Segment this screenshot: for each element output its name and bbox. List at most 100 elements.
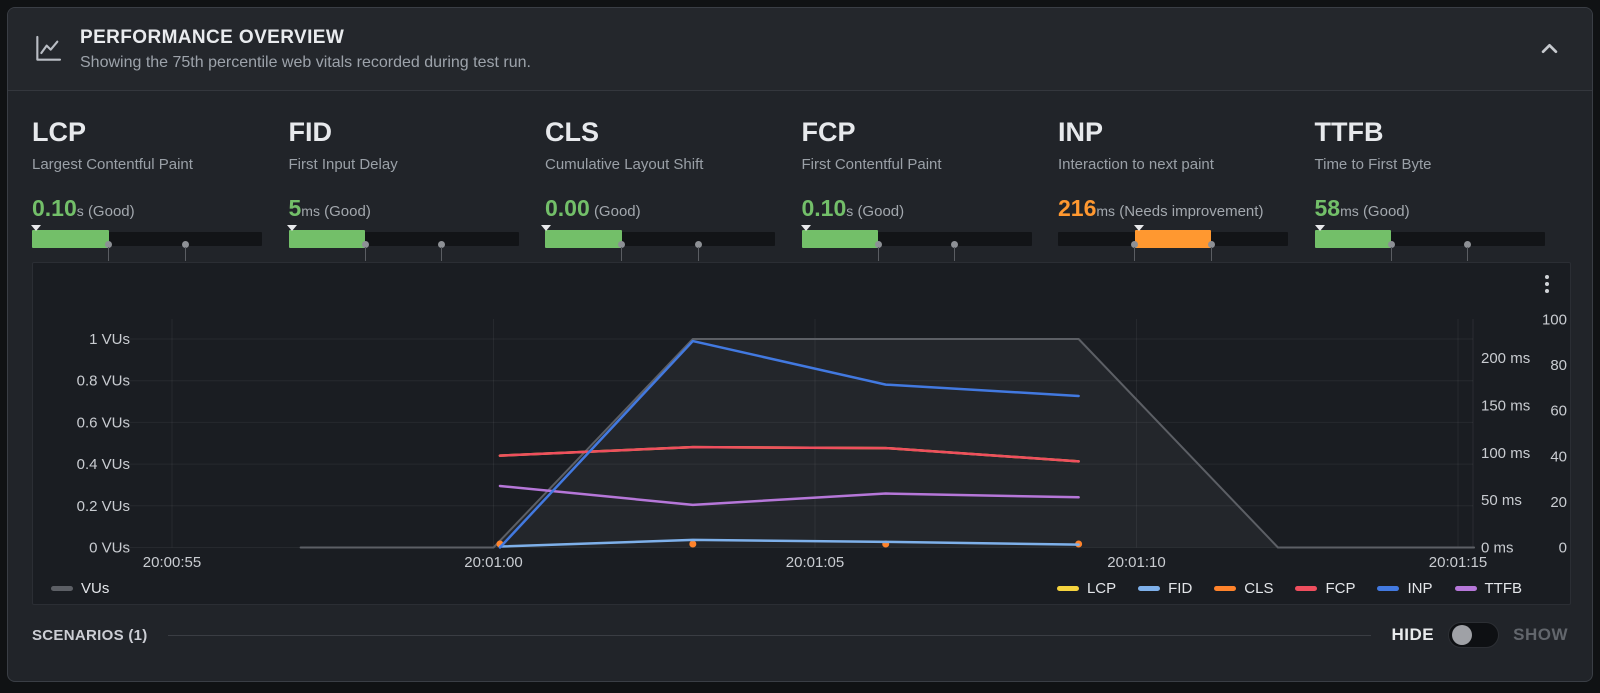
hide-show-toggle[interactable] (1448, 622, 1500, 648)
legend-swatch (1295, 586, 1318, 591)
metric-name: INP (1058, 117, 1104, 147)
metric-name: FCP (801, 117, 856, 147)
right-axis-ms-label: 200 ms (1481, 350, 1530, 367)
metric-unit: ms (1340, 203, 1359, 219)
metric-value-row: 0.10s (Good) (32, 195, 289, 222)
right-axis-score-label: 100 (1542, 312, 1567, 329)
panel-header: PERFORMANCE OVERVIEW Showing the 75th pe… (8, 8, 1592, 91)
series-line-vus (299, 338, 1476, 549)
legend-swatch (1056, 586, 1079, 591)
hide-option[interactable]: HIDE (1391, 625, 1435, 644)
gauge-tick-dot (181, 241, 189, 248)
legend-item-inp[interactable]: INP (1377, 580, 1433, 597)
metric-value: 216 (1058, 195, 1097, 221)
gauge-tick-dot (361, 241, 369, 248)
gauge-tick-dot (1207, 241, 1215, 248)
metric-description: First Contentful Paint (801, 156, 942, 173)
metric-value-row: 0.10s (Good) (802, 195, 1059, 222)
chart-plot: 1 VUs 0.8 VUs 0.6 VUs 0.4 VUs 0.2 VUs 0 VUs 20… (77, 312, 1567, 572)
legend-label: LCP (1086, 580, 1117, 597)
right-axis-score-label: 60 (1550, 403, 1567, 420)
legend-item-ttfb[interactable]: TTFB (1454, 580, 1522, 597)
collapse-panel-button[interactable] (1532, 32, 1566, 66)
web-vitals-chart: 1 VUs 0.8 VUs 0.6 VUs 0.4 VUs 0.2 VUs 0 VUs 20… (32, 262, 1571, 605)
page-title: PERFORMANCE OVERVIEW (80, 26, 345, 48)
legend-swatch (1214, 586, 1237, 591)
y-axis-label: 0 VUs (89, 540, 130, 557)
series-line-fcp (498, 445, 1080, 463)
metric-name: CLS (545, 117, 599, 147)
metric-name: LCP (32, 117, 86, 147)
metric-card-lcp: LCP Largest Contentful Paint 0.10s (Good) 2… (30, 117, 289, 278)
line-chart-icon (32, 33, 64, 65)
metric-gauge: 0.100.25 (540, 225, 775, 278)
metric-rating: (Good) (1362, 203, 1410, 220)
legend-label: VUs (81, 580, 110, 597)
right-axis-ms-label: 0 ms (1481, 540, 1514, 557)
gauge-active-zone (801, 230, 879, 248)
y-axis-label: 0.4 VUs (77, 456, 130, 473)
right-axis-score-label: 0 (1559, 540, 1567, 557)
gauge-active-zone (1134, 230, 1212, 248)
metric-card-ttfb: TTFB Time to First Byte 58ms (Good) 800ms18… (1314, 117, 1572, 278)
gauge-tick-dot (1387, 241, 1395, 248)
metric-rating: (Needs improvement) (1119, 203, 1264, 220)
x-axis-label: 20:01:05 (786, 554, 844, 571)
metric-gauge: 200ms500ms (1058, 225, 1288, 278)
gauge-tick-dot (951, 241, 959, 248)
legend-item-lcp[interactable]: LCP (1056, 580, 1117, 597)
legend-label: CLS (1244, 580, 1274, 597)
gauge-active-zone (32, 230, 109, 248)
metric-value: 0.10 (801, 195, 847, 221)
metric-value: 5 (288, 195, 302, 221)
metric-gauge: 1.80s3.00s (800, 225, 1032, 278)
metric-value: 58 (1314, 195, 1341, 221)
metric-unit: ms (1096, 203, 1116, 219)
metric-name: FID (288, 117, 333, 147)
metric-description: Cumulative Layout Shift (545, 156, 704, 173)
scenarios-footer: SCENARIOS (1) HIDE SHOW (8, 622, 1592, 648)
show-option[interactable]: SHOW (1513, 625, 1568, 644)
metric-value-row: 5ms (Good) (289, 195, 546, 222)
gauge-tick-dot (438, 241, 446, 248)
chart-legend: VUs LCP FID CLS FCP INP TTFB (51, 580, 1522, 597)
gauge-tick-dot (694, 241, 702, 248)
chart-menu-button[interactable] (1536, 271, 1558, 297)
metric-description: First Input Delay (288, 156, 398, 173)
metric-card-cls: CLS Cumulative Layout Shift 0.00 (Good) 0.1… (540, 117, 802, 278)
metric-value-row: 58ms (Good) (1315, 195, 1572, 222)
gauge-active-zone (1314, 230, 1392, 248)
series-line-fid (498, 538, 1080, 548)
legend-item-cls[interactable]: CLS (1214, 580, 1273, 597)
gauge-tick-dot (105, 241, 113, 248)
scenarios-label: SCENARIOS (1) (32, 626, 148, 644)
legend-swatch (1377, 586, 1400, 591)
metric-rating: (Good) (593, 203, 641, 220)
gauge-tick-dot (1131, 241, 1139, 248)
metric-value: 0.10 (32, 195, 77, 221)
gauge-value-marker (540, 225, 551, 231)
metric-rating: (Good) (87, 203, 135, 220)
metric-unit: ms (301, 203, 320, 219)
legend-swatch (51, 586, 73, 591)
metric-gauge: 800ms1800ms (1314, 225, 1545, 278)
gauge-value-marker (287, 225, 298, 231)
gauge-tick-dot (618, 241, 626, 248)
legend-swatch (1138, 586, 1161, 591)
metric-rating: (Good) (324, 203, 371, 220)
y-axis-label: 0.8 VUs (77, 373, 130, 390)
y-axis-label: 1 VUs (89, 331, 130, 348)
gauge-tick-dot (1464, 241, 1472, 248)
legend-label: INP (1407, 580, 1433, 597)
metric-gauge: 100ms300ms (287, 225, 519, 278)
metric-value: 0.00 (545, 195, 590, 221)
x-axis-label: 20:01:15 (1429, 554, 1487, 571)
legend-item-fcp[interactable]: FCP (1295, 580, 1355, 597)
metric-name: TTFB (1314, 117, 1384, 147)
legend-swatch (1454, 586, 1477, 591)
legend-item-fid[interactable]: FID (1138, 580, 1192, 597)
x-axis-label: 20:01:10 (1107, 554, 1165, 571)
metric-value-row: 0.00 (Good) (545, 195, 802, 222)
legend-label: FID (1168, 580, 1193, 597)
legend-item-vus[interactable]: VUs (51, 580, 109, 597)
